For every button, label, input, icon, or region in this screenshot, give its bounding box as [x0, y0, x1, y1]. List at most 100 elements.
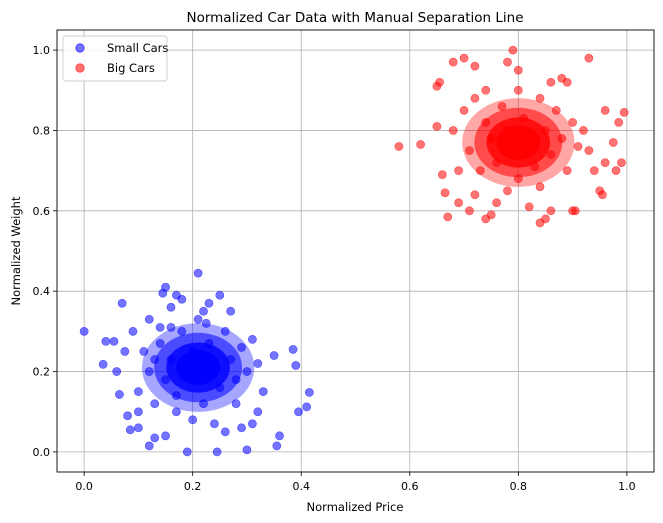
point-small-cars [253, 359, 263, 368]
point-big-cars [503, 126, 512, 135]
point-big-cars [535, 93, 545, 103]
point-big-cars [459, 105, 469, 115]
point-big-cars [465, 146, 474, 155]
point-big-cars [541, 126, 550, 135]
point-small-cars [166, 355, 176, 364]
point-small-cars [247, 419, 257, 429]
point-small-cars [150, 399, 160, 409]
point-big-cars [579, 126, 588, 135]
legend-marker-big-cars [75, 63, 85, 73]
point-big-cars [570, 206, 580, 216]
point-big-cars [486, 210, 496, 220]
point-small-cars [253, 407, 263, 417]
legend-marker-small-cars [75, 43, 85, 53]
point-big-cars [440, 188, 450, 198]
point-small-cars [304, 388, 314, 397]
point-big-cars [519, 114, 529, 123]
chart-title: Normalized Car Data with Manual Separati… [186, 10, 523, 26]
point-small-cars [177, 294, 187, 304]
point-small-cars [134, 387, 143, 397]
point-small-cars [101, 337, 111, 346]
point-small-cars [182, 359, 192, 368]
point-small-cars [212, 447, 222, 457]
point-small-cars [144, 314, 154, 324]
point-big-cars [470, 61, 480, 71]
point-small-cars [134, 423, 143, 433]
point-small-cars [199, 399, 208, 409]
point-big-cars [437, 170, 447, 180]
y-axis-label: Normalized Weight [9, 196, 23, 305]
point-small-cars [209, 363, 219, 372]
point-big-cars [589, 166, 599, 176]
point-big-cars [598, 190, 607, 200]
point-big-cars [584, 53, 594, 63]
point-big-cars [503, 186, 512, 196]
legend-box [62, 35, 168, 82]
data-points [79, 45, 629, 457]
point-big-cars [492, 158, 502, 167]
point-small-cars [188, 415, 198, 425]
point-small-cars [302, 402, 312, 412]
point-small-cars [231, 375, 241, 384]
point-small-cars [171, 407, 181, 417]
grid-lines [57, 30, 654, 472]
point-big-cars [568, 118, 577, 127]
point-small-cars [188, 347, 198, 356]
point-small-cars [258, 387, 268, 397]
point-big-cars [481, 118, 491, 127]
point-small-cars [134, 407, 143, 417]
point-big-cars [546, 206, 556, 216]
plot-frame [56, 29, 655, 473]
point-big-cars [614, 118, 624, 127]
point-small-cars [109, 337, 119, 346]
point-small-cars [139, 347, 149, 356]
point-small-cars [231, 399, 241, 409]
point-big-cars [513, 65, 523, 75]
point-small-cars [144, 367, 154, 376]
point-small-cars [117, 298, 127, 308]
point-big-cars [541, 214, 550, 224]
x-axis-ticks: 0.0 0.2 0.4 0.6 0.8 1.0 [75, 472, 636, 493]
cluster-core [496, 125, 541, 160]
point-big-cars [562, 166, 572, 176]
point-big-cars [459, 53, 469, 63]
point-small-cars [166, 302, 176, 312]
point-big-cars [562, 77, 572, 87]
point-big-cars [465, 206, 474, 216]
point-small-cars [128, 326, 138, 336]
y-axis-ticks: 0.0 0.2 0.4 0.6 0.8 1.0 [33, 44, 57, 459]
point-big-cars [546, 77, 556, 87]
point-big-cars [611, 166, 621, 176]
point-big-cars [475, 166, 485, 176]
point-small-cars [204, 298, 214, 308]
point-small-cars [275, 431, 284, 441]
point-big-cars [486, 134, 496, 143]
point-small-cars [201, 318, 211, 328]
point-small-cars [247, 334, 257, 344]
point-small-cars [161, 375, 170, 384]
point-big-cars [448, 126, 458, 135]
point-small-cars [161, 282, 170, 292]
point-small-cars [237, 423, 246, 433]
point-big-cars [394, 142, 404, 151]
point-small-cars [193, 314, 203, 324]
point-small-cars [177, 326, 187, 336]
point-small-cars [288, 345, 298, 354]
x-tick-label: 0.4 [292, 480, 310, 493]
point-small-cars [171, 391, 181, 401]
y-tick-label: 0.4 [33, 285, 51, 298]
point-small-cars [237, 343, 246, 352]
point-big-cars [551, 105, 561, 115]
point-small-cars [220, 427, 230, 437]
point-big-cars [470, 190, 480, 200]
point-big-cars [557, 134, 567, 143]
y-tick-label: 1.0 [33, 44, 51, 57]
point-small-cars [209, 419, 219, 429]
point-small-cars [291, 361, 301, 370]
point-small-cars [155, 339, 165, 348]
x-tick-label: 0.2 [184, 480, 202, 493]
point-small-cars [215, 290, 225, 300]
point-small-cars [98, 359, 108, 369]
y-tick-label: 0.2 [33, 366, 51, 379]
